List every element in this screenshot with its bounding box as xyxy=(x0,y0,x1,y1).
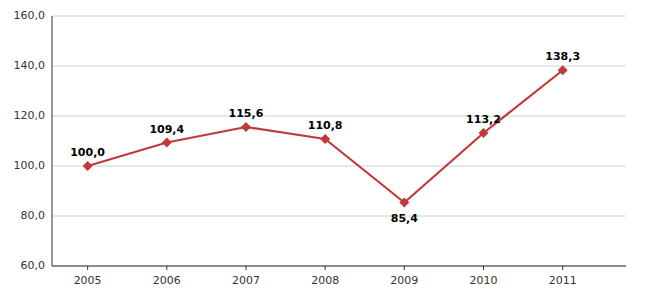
grid xyxy=(52,16,626,266)
grid-line xyxy=(52,266,626,267)
marker xyxy=(478,128,488,138)
x-tick-label: 2009 xyxy=(390,274,418,287)
chart-svg: 60,0 80,0 100,0 120,0 140,0 160,0 2005 2006 2007… xyxy=(0,0,648,302)
grid-line xyxy=(52,166,626,167)
x-tick-label: 2008 xyxy=(311,274,339,287)
x-axis-line xyxy=(52,266,626,267)
grid-line xyxy=(52,16,626,17)
x-tick-label: 2011 xyxy=(549,274,577,287)
y-tick-label: 60,0 xyxy=(21,259,46,272)
grid-line xyxy=(52,116,626,117)
y-tick-label: 140,0 xyxy=(14,59,46,72)
data-label: 113,2 xyxy=(466,113,501,126)
x-tick-label: 2010 xyxy=(469,274,497,287)
x-tick-label: 2007 xyxy=(232,274,260,287)
data-label: 138,3 xyxy=(545,50,580,63)
y-tick-label: 100,0 xyxy=(14,159,46,172)
marker xyxy=(320,134,330,144)
x-tick-label: 2005 xyxy=(74,274,102,287)
marker xyxy=(558,65,568,75)
marker xyxy=(241,122,251,132)
marker xyxy=(162,138,172,148)
x-tick xyxy=(483,266,484,270)
data-label: 85,4 xyxy=(391,212,418,225)
line xyxy=(88,70,563,202)
data-label: 110,8 xyxy=(308,119,343,132)
series xyxy=(83,65,568,207)
marker xyxy=(399,198,409,208)
data-label: 109,4 xyxy=(149,123,184,136)
y-tick-label: 120,0 xyxy=(14,109,46,122)
y-tick-label: 160,0 xyxy=(14,9,46,22)
data-label: 100,0 xyxy=(70,146,105,159)
marker xyxy=(83,161,93,171)
data-labels: 100,0 109,4 115,6 110,8 85,4 113,2 138,3 xyxy=(70,50,580,224)
x-tick-label: 2006 xyxy=(153,274,181,287)
y-tick-label: 80,0 xyxy=(21,209,46,222)
data-label: 115,6 xyxy=(229,107,264,120)
x-tick xyxy=(325,266,326,270)
chart-container: 60,0 80,0 100,0 120,0 140,0 160,0 2005 2006 2007… xyxy=(0,0,648,302)
page: {"chart_data": {"type": "line", "x": [20… xyxy=(0,0,648,302)
x-tick xyxy=(87,266,88,270)
y-axis-line xyxy=(52,16,53,266)
x-tick xyxy=(166,266,167,270)
x-tick xyxy=(562,266,563,270)
x-tick xyxy=(245,266,246,270)
x-tick xyxy=(404,266,405,270)
grid-line xyxy=(52,66,626,67)
axes: 60,0 80,0 100,0 120,0 140,0 160,0 2005 2006 2007… xyxy=(14,9,627,287)
grid-line xyxy=(52,216,626,217)
